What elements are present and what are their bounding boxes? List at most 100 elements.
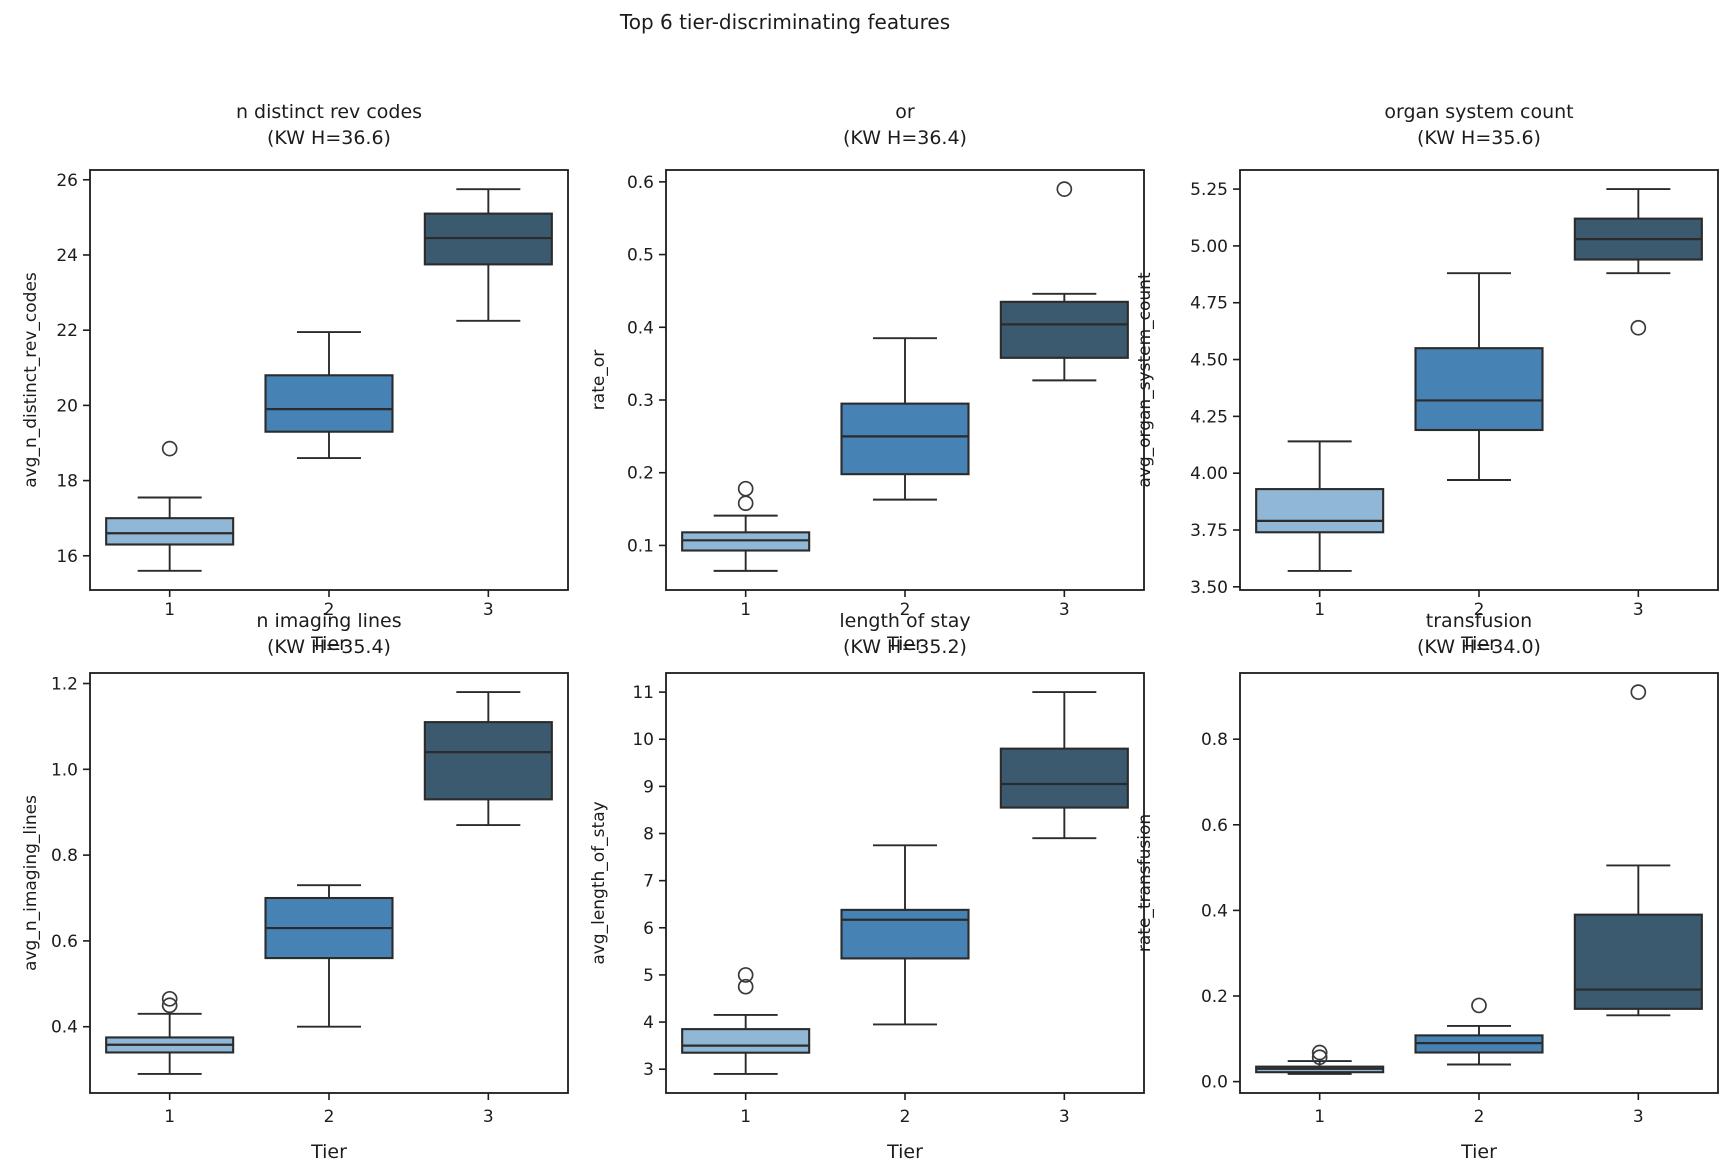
x-axis-label: Tier: [1461, 1141, 1497, 1163]
subplot-subtitle: (KW H=34.0): [1417, 636, 1541, 658]
outlier-point: [161, 440, 178, 457]
x-axis-label: Tier: [311, 1141, 347, 1163]
y-tick-label: 26: [56, 171, 78, 191]
y-tick-label: 4.75: [1190, 294, 1228, 314]
subplot-subtitle: (KW H=36.4): [843, 127, 967, 149]
x-tick-label: 2: [900, 1107, 911, 1127]
y-tick-label: 9: [643, 777, 654, 797]
subplot-organ-system-count: 3.50 3.75 4.00 4.25 4.50 4.75 5.00 5.25 1 2 3 avg_o…: [1135, 169, 1719, 620]
subplot-title: length of stay: [839, 610, 971, 632]
outlier-point: [737, 967, 754, 983]
x-tick-label: 3: [1059, 1107, 1070, 1127]
box-tier-1: [1255, 488, 1385, 534]
y-tick-label: 0.4: [1201, 901, 1228, 921]
x-tick-label: 3: [1633, 600, 1644, 620]
y-tick-label: 10: [632, 730, 654, 750]
y-axis-label: avg_n_distinct_rev_codes: [21, 272, 41, 488]
y-tick-label: 1.0: [51, 760, 78, 780]
y-tick-label: 16: [56, 547, 78, 567]
x-tick-label: 3: [483, 1107, 494, 1127]
y-tick-label: 4.00: [1190, 464, 1228, 484]
box-tier-2: [840, 402, 970, 476]
subplot-transfusion: 0.0 0.2 0.4 0.6 0.8 1 2 3 rate_transfusion: [1135, 672, 1719, 1127]
box-tier-1: [681, 1028, 811, 1054]
box-tier-3: [999, 747, 1129, 809]
y-axis-label: rate_or: [589, 350, 609, 410]
outlier-point: [161, 997, 178, 1014]
outlier-point: [1630, 684, 1647, 700]
y-tick-label: 0.2: [627, 464, 654, 484]
y-tick-label: 0.8: [51, 846, 78, 866]
x-axis-label: Tier: [887, 1141, 923, 1163]
y-tick-label: 20: [56, 396, 78, 416]
x-tick-label: 3: [483, 600, 494, 620]
y-tick-label: 4.25: [1190, 407, 1228, 427]
x-tick-label: 2: [1474, 600, 1485, 620]
box-tier-3: [999, 300, 1129, 359]
y-tick-label: 6: [643, 919, 654, 939]
x-tick-label: 1: [740, 600, 751, 620]
subplot-title: or: [895, 101, 915, 123]
outlier-point: [1311, 1049, 1328, 1066]
x-tick-label: 2: [900, 600, 911, 620]
outlier-point: [1471, 997, 1487, 1014]
y-tick-label: 0.4: [627, 318, 654, 338]
y-tick-label: 4: [643, 1013, 654, 1033]
subplot-n-imaging-lines: 0.4 0.6 0.8 1.0 1.2 1 2 3 avg_n_imaging_lines: [21, 672, 569, 1127]
y-tick-label: 4.50: [1190, 351, 1228, 371]
y-tick-label: 22: [56, 321, 78, 341]
outlier-point: [161, 990, 178, 1007]
y-tick-label: 0.0: [1201, 1073, 1228, 1093]
subplot-or: 0.1 0.2 0.3 0.4 0.5 0.6 1 2 3 rate_or: [589, 169, 1145, 620]
y-tick-label: 3.75: [1190, 521, 1228, 541]
x-tick-label: 2: [324, 600, 335, 620]
box-tier-2: [840, 908, 970, 960]
y-tick-label: 0.8: [1201, 730, 1228, 750]
y-tick-label: 0.6: [1201, 816, 1228, 836]
figure-title: Top 6 tier-discriminating features: [619, 10, 951, 34]
y-axis-label: avg_length_of_stay: [589, 801, 609, 964]
y-tick-label: 0.3: [627, 391, 654, 411]
y-tick-label: 5: [643, 966, 654, 986]
y-axis-label: avg_organ_system_count: [1135, 272, 1155, 488]
x-tick-label: 1: [1314, 1107, 1325, 1127]
subplot-subtitle: (KW H=35.4): [267, 636, 391, 658]
outlier-point: [737, 978, 754, 995]
outlier-point: [1630, 319, 1647, 336]
subplot-title: transfusion: [1425, 610, 1533, 632]
subplot-n-distinct-rev-codes: 16 18 20 22 24 26 1 2 3 avg_n_distinct_rev_codes: [21, 169, 569, 620]
y-tick-label: 24: [56, 246, 78, 266]
subplot-title: n imaging lines: [256, 610, 402, 632]
y-tick-label: 3: [643, 1060, 654, 1080]
y-axis-label: rate_transfusion: [1135, 814, 1155, 952]
y-tick-label: 8: [643, 825, 654, 845]
x-axis-label: Tier: [1461, 633, 1497, 655]
y-tick-label: 0.2: [1201, 987, 1228, 1007]
box-tier-3: [1573, 913, 1703, 1010]
subplot-subtitle: (KW H=35.2): [843, 636, 967, 658]
y-tick-label: 5.25: [1190, 180, 1228, 200]
y-tick-label: 0.6: [51, 932, 78, 952]
y-tick-label: 7: [643, 872, 654, 892]
y-tick-label: 5.00: [1190, 237, 1228, 257]
outlier-point: [737, 480, 754, 497]
x-tick-label: 1: [164, 600, 175, 620]
outlier-point: [1056, 181, 1073, 197]
x-axis-label: Tier: [887, 633, 923, 655]
y-axis-label: avg_n_imaging_lines: [21, 795, 41, 971]
box-tier-2: [1414, 347, 1544, 432]
subplot-title: n distinct rev codes: [235, 101, 423, 123]
subplot-subtitle: (KW H=35.6): [1417, 127, 1541, 149]
y-tick-label: 18: [56, 472, 78, 492]
x-tick-label: 2: [324, 1107, 335, 1127]
y-tick-label: 0.1: [627, 536, 654, 556]
x-tick-label: 1: [1314, 600, 1325, 620]
box-tier-2: [264, 374, 394, 433]
y-tick-label: 0.5: [627, 246, 654, 266]
y-tick-label: 3.50: [1190, 578, 1228, 598]
x-tick-label: 2: [1474, 1107, 1485, 1127]
outlier-point: [1311, 1044, 1328, 1061]
